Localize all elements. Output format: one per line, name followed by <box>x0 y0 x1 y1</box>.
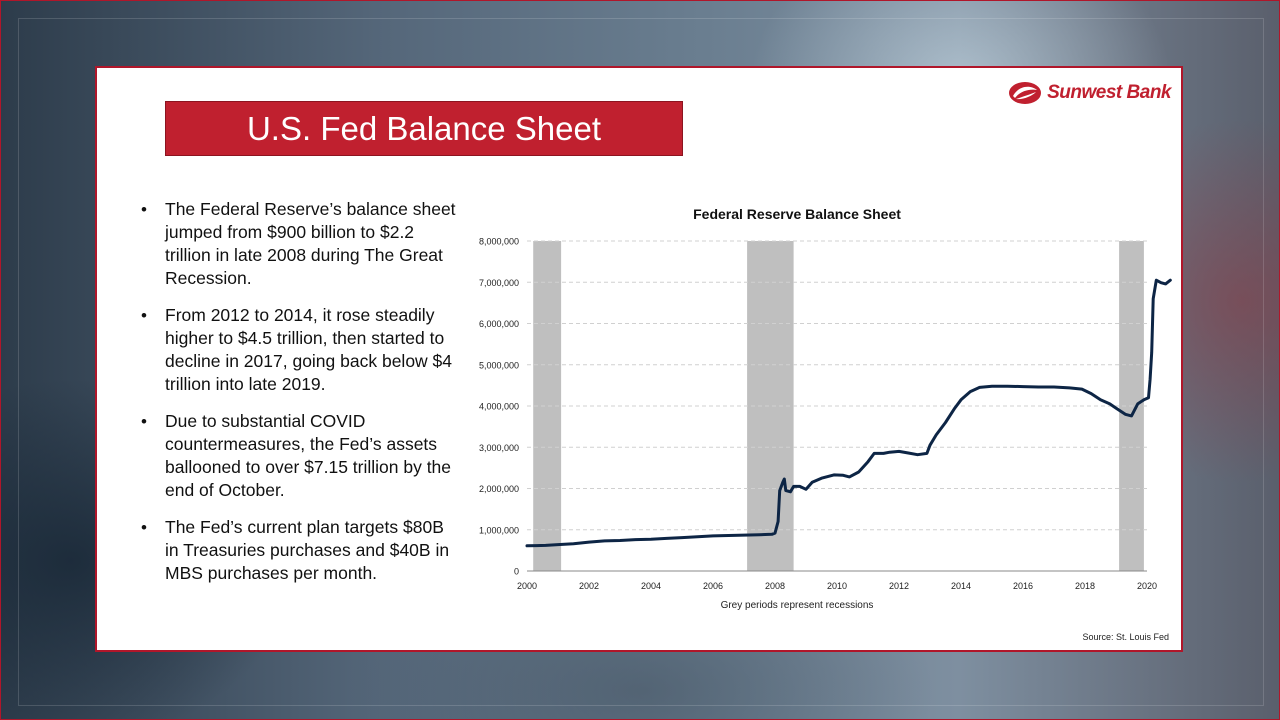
y-tick-label: 8,000,000 <box>479 237 519 247</box>
bullet-text: The Fed’s current plan targets $80B in T… <box>165 517 450 583</box>
x-tick-label: 2002 <box>579 581 599 591</box>
balance-sheet-chart: 0 1,000,000 2,000,000 3,000,000 4,000,000 5,0… <box>479 206 1172 611</box>
y-tick-label: 1,000,000 <box>479 525 519 535</box>
balance-sheet-line <box>525 278 1172 548</box>
bullet-item: • Due to substantial COVID countermeasure… <box>137 410 457 502</box>
x-tick-label: 2010 <box>827 581 847 591</box>
y-tick-label: 7,000,000 <box>479 278 519 288</box>
sunwest-logo: Sunwest Bank <box>1007 78 1171 108</box>
x-tick-label: 2006 <box>703 581 723 591</box>
bullet-icon: • <box>141 412 147 431</box>
x-tick-label: 2012 <box>889 581 909 591</box>
y-tick-label: 0 <box>514 567 519 577</box>
x-tick-label: 2018 <box>1075 581 1095 591</box>
source-note: Source: St. Louis Fed <box>1082 632 1169 642</box>
x-tick-label: 2020 <box>1137 581 1157 591</box>
bullet-item: • The Federal Reserve’s balance sheet jum… <box>137 198 457 290</box>
bullet-item: • From 2012 to 2014, it rose steadily hig… <box>137 304 457 396</box>
bullet-icon: • <box>141 306 147 325</box>
swoosh-logo-icon <box>1009 82 1042 104</box>
y-tick-label: 4,000,000 <box>479 402 519 412</box>
slide-card: U.S. Fed Balance Sheet Sunwest Bank • The… <box>95 66 1183 652</box>
y-tick-label: 3,000,000 <box>479 443 519 453</box>
y-tick-label: 5,000,000 <box>479 360 519 370</box>
bullet-text: Due to substantial COVID countermeasures… <box>165 411 452 500</box>
x-tick-label: 2016 <box>1013 581 1033 591</box>
x-tick-label: 2000 <box>517 581 537 591</box>
bullet-icon: • <box>141 200 147 219</box>
logo-text: Sunwest Bank <box>1047 82 1171 103</box>
x-tick-label: 2008 <box>765 581 785 591</box>
bullet-list: • The Federal Reserve’s balance sheet jum… <box>137 198 457 599</box>
bullet-item: • The Fed’s current plan targets $80B in … <box>137 516 457 585</box>
x-tick-label: 2004 <box>641 581 661 591</box>
chart-title: Federal Reserve Balance Sheet <box>693 206 901 222</box>
bullet-text: From 2012 to 2014, it rose steadily high… <box>165 305 453 394</box>
bullet-text: The Federal Reserve’s balance sheet jump… <box>165 199 456 288</box>
y-tick-label: 6,000,000 <box>479 319 519 329</box>
y-tick-label: 2,000,000 <box>479 484 519 494</box>
slide-title: U.S. Fed Balance Sheet <box>165 101 683 156</box>
x-tick-label: 2014 <box>951 581 971 591</box>
bullet-icon: • <box>141 518 147 537</box>
inner-border <box>18 18 1264 706</box>
x-axis-label: Grey periods represent recessions <box>721 600 874 611</box>
